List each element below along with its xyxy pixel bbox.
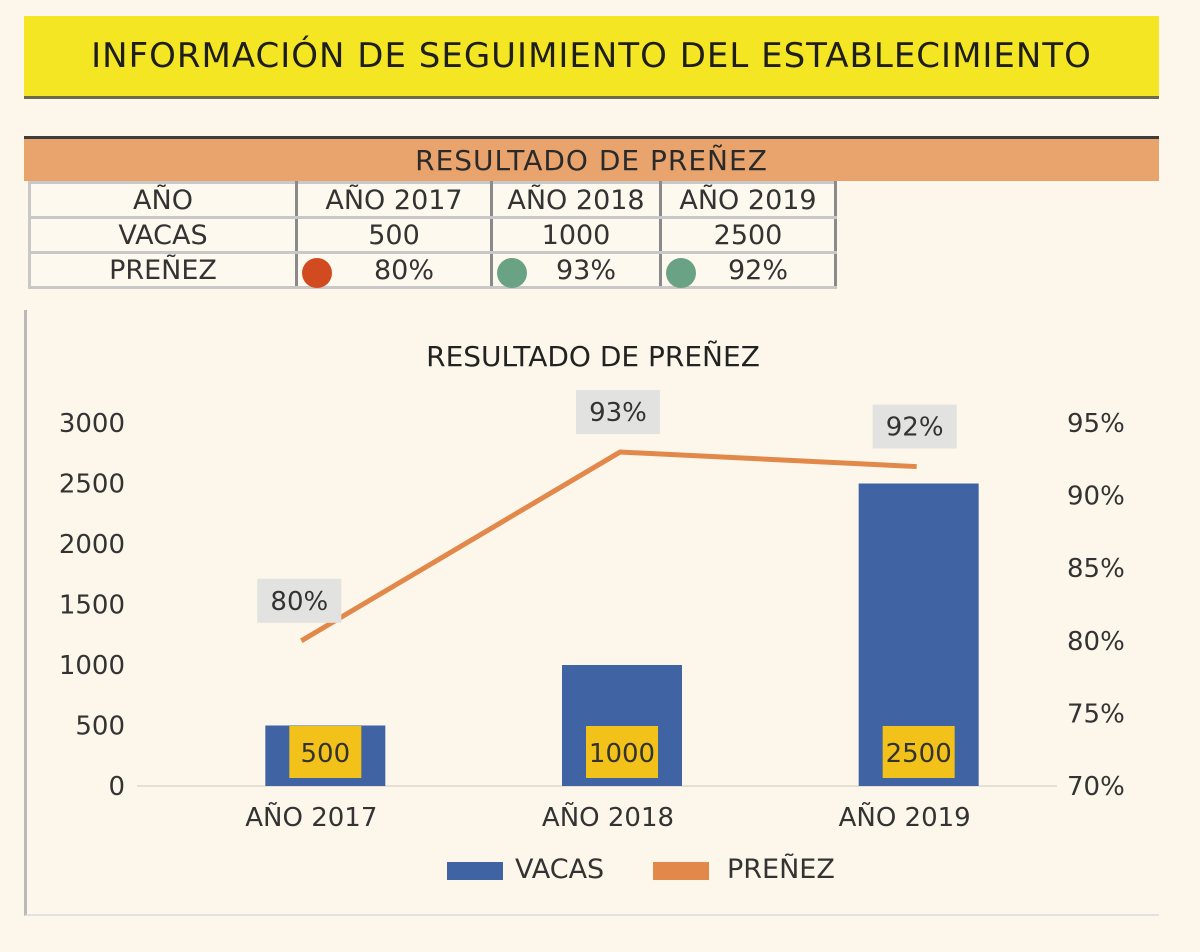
table-cell: AÑO 2018	[490, 181, 662, 219]
table-cell: 80%	[295, 251, 493, 289]
y-left-tick-label: 3000	[59, 409, 125, 439]
table-cell: 1000	[490, 216, 662, 254]
chart-title: RESULTADO DE PREÑEZ	[426, 340, 760, 373]
y-right-tick-label: 95%	[1067, 409, 1125, 439]
status-dot-icon	[666, 258, 696, 288]
row-label: VACAS	[28, 216, 298, 254]
y-left-tick-label: 500	[75, 712, 125, 742]
chart-container: RESULTADO DE PREÑEZ 0 500 1000 1500 2000 2500 3…	[24, 310, 1159, 916]
table-cell: 93%	[490, 251, 662, 289]
y-right-tick-label: 90%	[1067, 482, 1125, 512]
x-tick-label: AÑO 2019	[839, 801, 971, 833]
page-title: INFORMACIÓN DE SEGUIMIENTO DEL ESTABLECI…	[91, 36, 1092, 76]
table-cell: 92%	[659, 251, 837, 289]
y-right-tick-label: 80%	[1067, 627, 1125, 657]
table-row: AÑO AÑO 2017 AÑO 2018 AÑO 2019	[28, 181, 837, 219]
row-label: PREÑEZ	[28, 251, 298, 289]
section-title: RESULTADO DE PREÑEZ	[415, 143, 768, 177]
legend-swatch-vacas	[447, 862, 503, 880]
status-dot-icon	[497, 258, 527, 288]
legend-label-vacas: VACAS	[515, 854, 604, 885]
y-right-tick-label: 85%	[1067, 554, 1125, 584]
x-tick-label: AÑO 2017	[245, 801, 377, 833]
status-dot-icon	[302, 258, 332, 288]
line-data-label-bg	[872, 404, 957, 449]
y-left-tick-label: 2500	[59, 470, 125, 500]
y-left-tick-label: 0	[108, 772, 125, 802]
line-data-label-bg	[576, 390, 660, 435]
table-row: VACAS 500 1000 2500	[28, 216, 837, 254]
bar-data-label: 2500	[886, 739, 952, 769]
page-title-banner: INFORMACIÓN DE SEGUIMIENTO DEL ESTABLECI…	[24, 16, 1159, 99]
bar-data-label-bg	[882, 726, 955, 778]
bar-data-label-bg	[586, 726, 658, 778]
summary-table: AÑO AÑO 2017 AÑO 2018 AÑO 2019 VACAS 500…	[28, 181, 837, 289]
combo-chart: RESULTADO DE PREÑEZ 0 500 1000 1500 2000 2500 3…	[59, 340, 1125, 885]
line-prenez	[300, 449, 917, 643]
y-left-tick-label: 1500	[59, 591, 125, 621]
prenez-value: 93%	[555, 254, 616, 286]
table-cell: 500	[295, 216, 493, 254]
y-right-tick-label: 70%	[1067, 772, 1125, 802]
line-data-label: 93%	[589, 398, 647, 428]
table-cell: 2500	[659, 216, 837, 254]
x-tick-label: AÑO 2018	[542, 801, 674, 833]
line-data-label: 92%	[886, 413, 944, 443]
bar-data-label: 500	[301, 739, 351, 769]
table-cell: AÑO 2017	[295, 181, 493, 219]
bar-data-label-bg	[289, 726, 362, 778]
legend-swatch-prenez	[653, 862, 709, 880]
bar-data-label: 1000	[589, 739, 655, 769]
prenez-value: 80%	[373, 254, 434, 286]
y-right-tick-label: 75%	[1067, 699, 1125, 729]
prenez-value: 92%	[727, 254, 788, 286]
section-header: RESULTADO DE PREÑEZ	[24, 136, 1159, 181]
y-left-tick-label: 2000	[59, 530, 125, 560]
legend-label-prenez: PREÑEZ	[727, 853, 835, 885]
row-label: AÑO	[28, 181, 298, 219]
table-cell: AÑO 2019	[659, 181, 837, 219]
table-row: PREÑEZ 80% 93% 92%	[28, 251, 837, 289]
y-left-tick-label: 1000	[59, 651, 125, 681]
line-data-label-bg	[257, 578, 342, 623]
line-data-label: 80%	[270, 587, 328, 617]
